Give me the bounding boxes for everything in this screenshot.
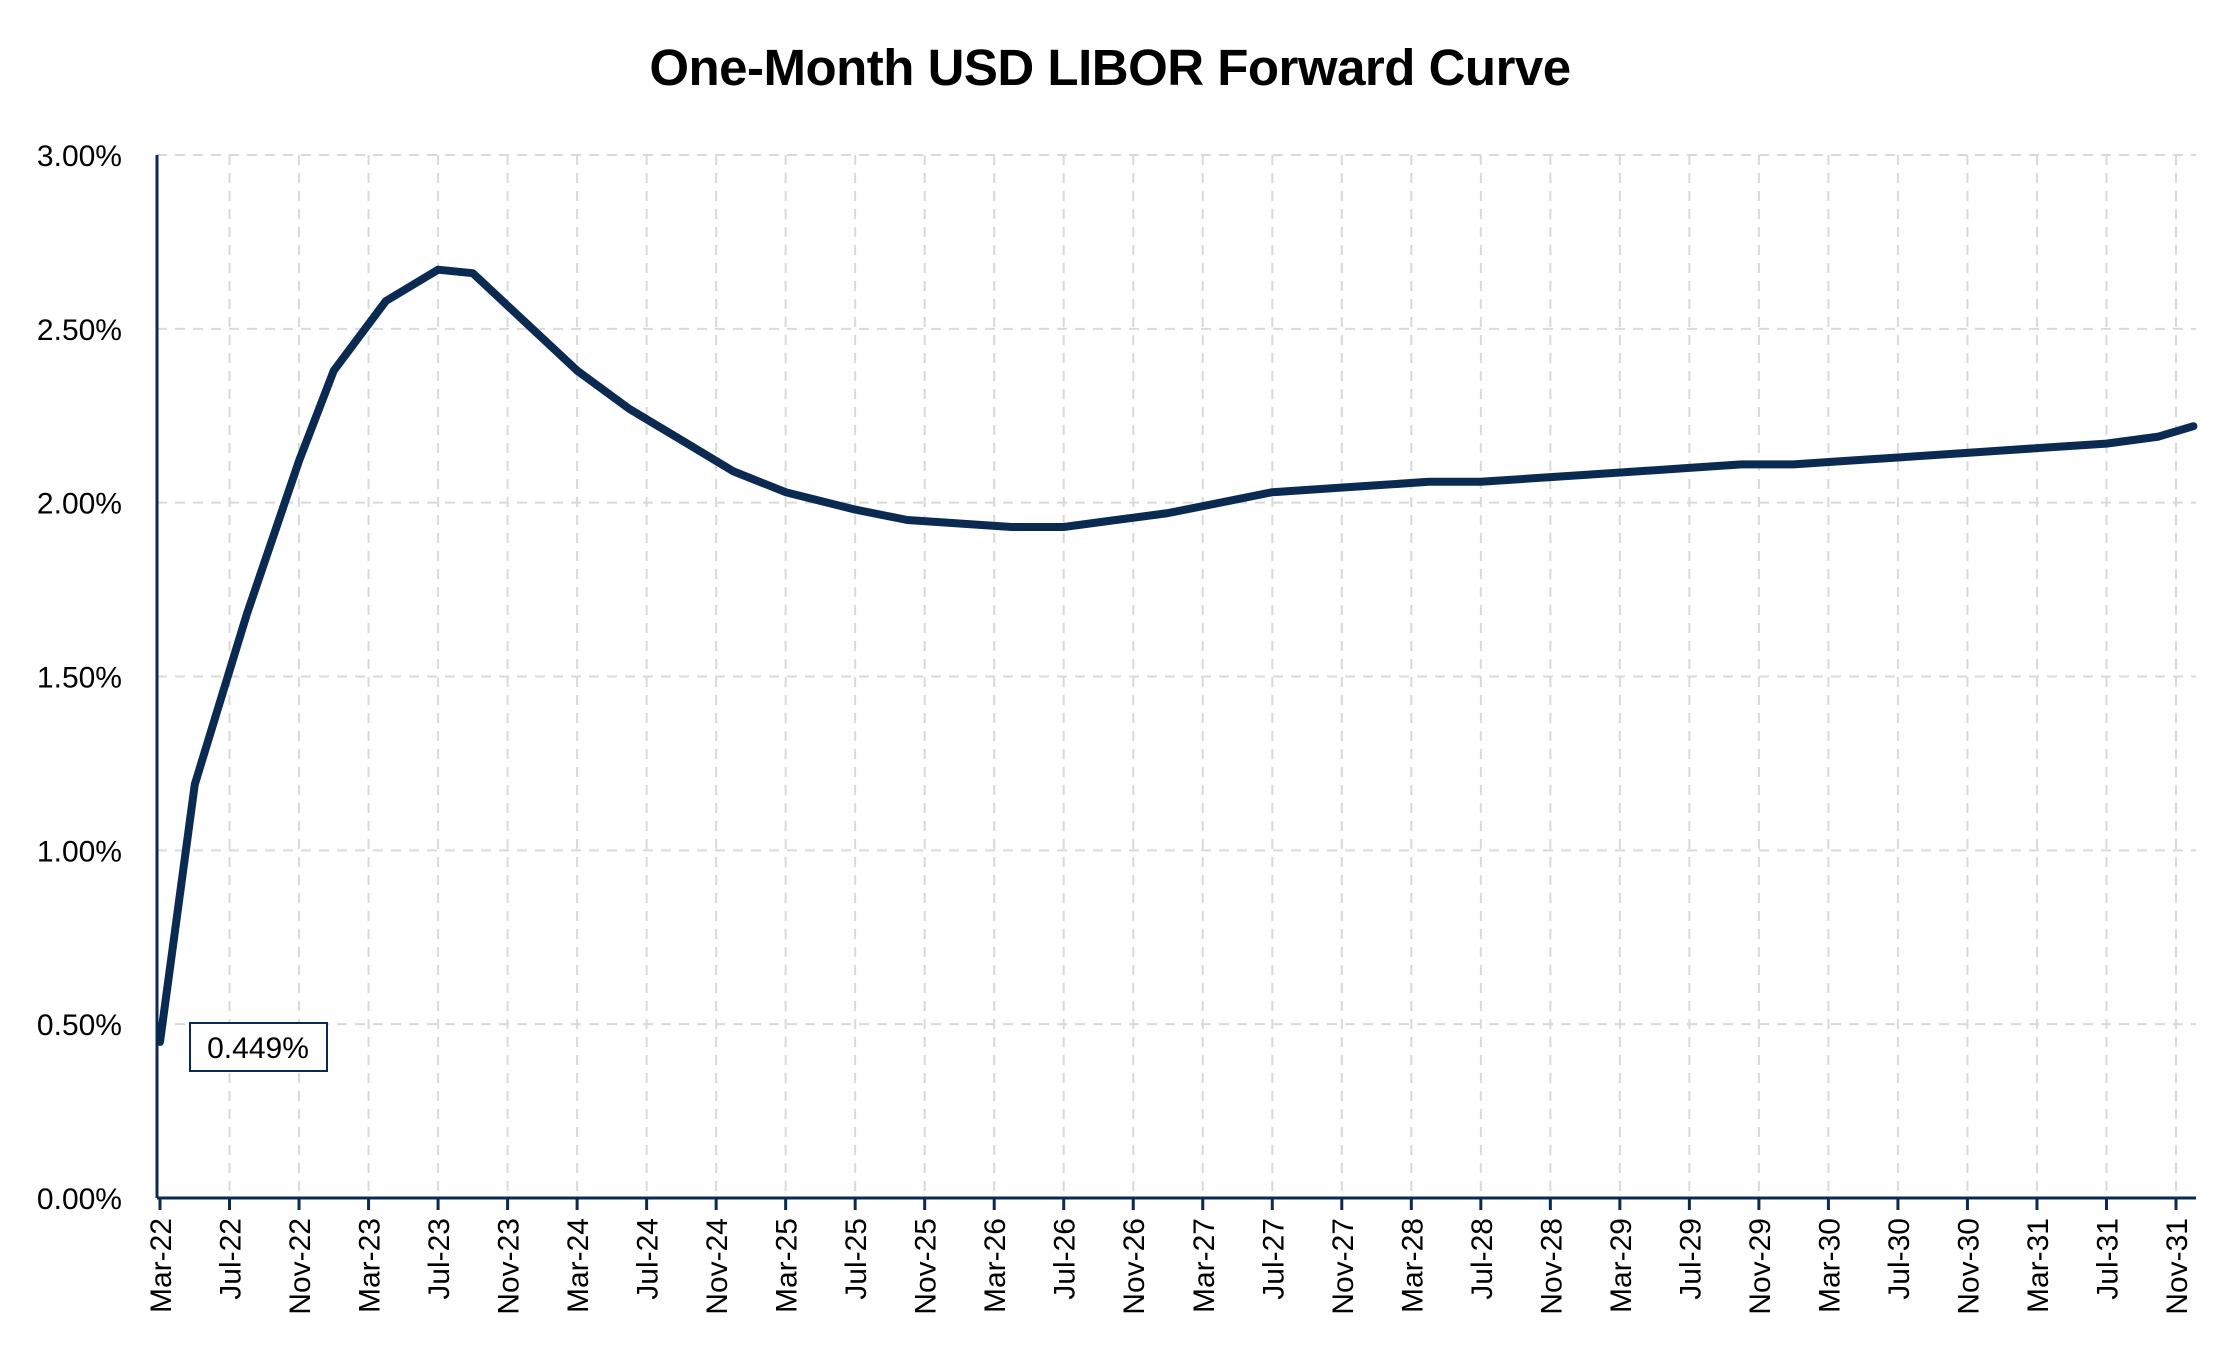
x-tick-label: Nov-29 [1744,1218,1777,1315]
chart-title: One-Month USD LIBOR Forward Curve [649,39,1571,96]
x-tick-label: Jul-24 [632,1218,665,1300]
x-tick-label: Mar-23 [354,1218,387,1313]
x-tick-label: Mar-24 [562,1218,595,1313]
x-tick-label: Nov-22 [284,1218,317,1315]
x-tick-label: Jul-26 [1049,1218,1082,1300]
y-tick-label: 0.50% [37,1009,122,1042]
annotation-label: 0.449% [207,1032,309,1065]
x-tick-label: Jul-31 [2091,1218,2124,1300]
x-tick-label: Mar-29 [1605,1218,1638,1313]
x-tick-label: Mar-26 [979,1218,1012,1313]
x-tick-label: Nov-25 [910,1218,943,1315]
y-tick-label: 3.00% [37,140,122,173]
x-tick-label: Jul-27 [1257,1218,1290,1300]
x-tick-label: Nov-28 [1535,1218,1568,1315]
y-tick-label: 2.00% [37,488,122,521]
series-line [156,265,2198,1046]
x-tick-label: Nov-30 [1952,1218,1985,1315]
x-tick-label: Nov-27 [1327,1218,1360,1315]
x-tick-label: Jul-30 [1883,1218,1916,1300]
y-tick-label: 0.00% [37,1183,122,1216]
x-tick-label: Jul-23 [423,1218,456,1300]
x-tick-label: Jul-25 [840,1218,873,1300]
x-tick-label: Nov-31 [2161,1218,2194,1315]
x-tick-label: Mar-25 [771,1218,804,1313]
x-tick-label: Jul-28 [1466,1218,1499,1300]
y-tick-label: 1.50% [37,662,122,695]
x-tick-label: Mar-28 [1396,1218,1429,1313]
x-tick-label: Mar-27 [1188,1218,1221,1313]
y-tick-label: 2.50% [37,314,122,347]
x-tick-label: Nov-23 [493,1218,526,1315]
x-tick-label: Mar-31 [2022,1218,2055,1313]
x-tick-label: Mar-22 [145,1218,178,1313]
annotation-box [189,1022,328,1072]
x-tick-label: Nov-24 [701,1218,734,1315]
x-tick-label: Jul-22 [215,1218,248,1300]
x-tick-label: Nov-26 [1118,1218,1151,1315]
x-tick-label: Jul-29 [1674,1218,1707,1300]
x-tick-label: Mar-30 [1813,1218,1846,1313]
y-tick-label: 1.00% [37,835,122,868]
